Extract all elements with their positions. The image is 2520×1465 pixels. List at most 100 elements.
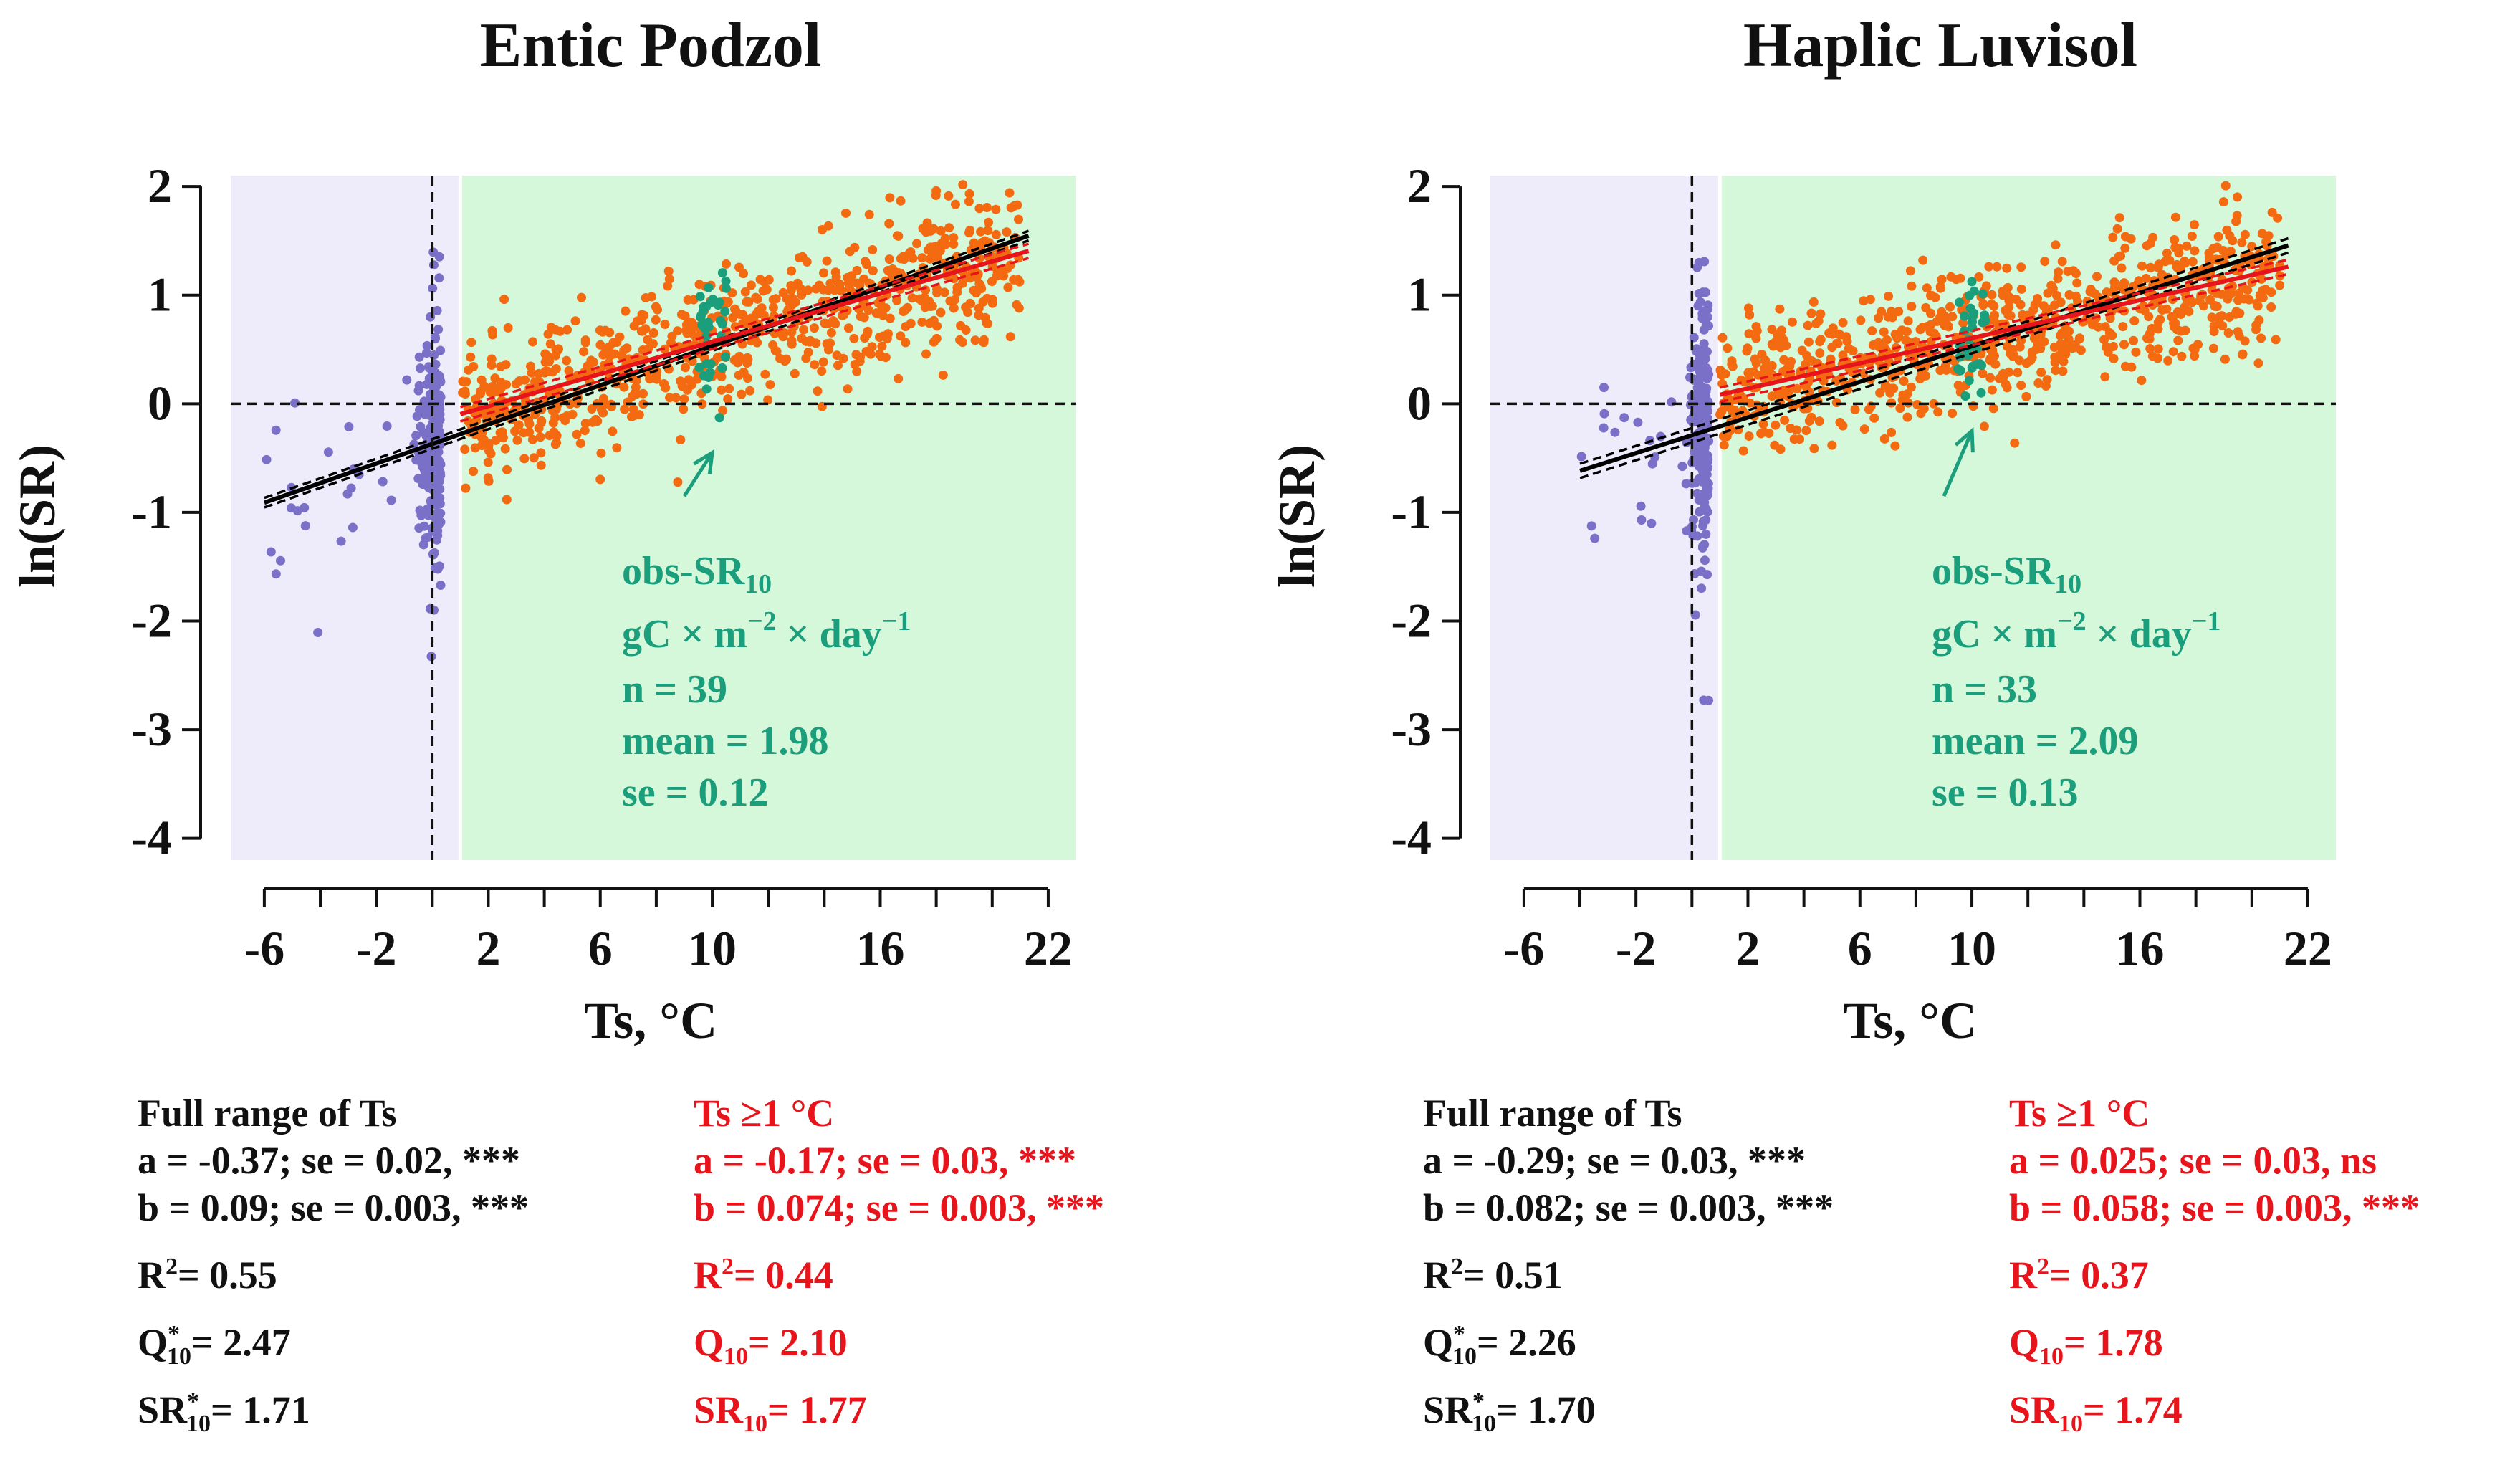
data-point-warm <box>965 298 975 308</box>
data-point-warm <box>546 323 556 333</box>
data-point-cold <box>1692 383 1702 393</box>
data-point-warm <box>2050 358 2060 367</box>
data-point-cold <box>1702 487 1712 497</box>
data-point-warm <box>838 353 848 363</box>
data-point-cold <box>346 483 356 493</box>
data-point-warm <box>795 253 805 263</box>
data-point-warm <box>1803 337 1814 347</box>
data-point-warm <box>742 297 752 307</box>
data-point-warm <box>2002 263 2012 273</box>
data-point-obs <box>695 292 705 302</box>
data-point-warm <box>818 225 827 234</box>
fit-band-ts1-lower <box>1720 272 2289 404</box>
stats-ts1: Ts ≥1 °C a = 0.025; se = 0.03, ns b = 0.… <box>2009 1089 2420 1436</box>
data-point-warm <box>1808 297 1819 307</box>
data-point-warm <box>940 239 950 249</box>
data-point-warm <box>936 307 946 318</box>
data-point-cold <box>1697 583 1707 593</box>
data-point-warm <box>2100 322 2110 332</box>
data-point-warm <box>722 298 732 308</box>
data-point-warm <box>2107 330 2117 340</box>
data-point-warm <box>2198 301 2208 311</box>
data-point-warm <box>929 224 939 234</box>
data-point-warm <box>2039 337 2049 347</box>
data-point-warm <box>2119 340 2129 350</box>
data-point-warm <box>1899 376 1909 386</box>
chart-title: Haplic Luvisol <box>1743 11 2137 80</box>
data-point-warm <box>461 483 471 493</box>
data-point-warm <box>1806 356 1816 366</box>
data-point-obs <box>1960 311 1969 321</box>
data-point-warm <box>1780 415 1790 425</box>
data-point-warm <box>892 295 902 305</box>
data-point-warm <box>2137 376 2147 386</box>
data-point-cold <box>1586 521 1596 531</box>
x-tick-label: 16 <box>856 921 904 975</box>
data-point-warm <box>1941 365 1951 375</box>
data-point-warm <box>2131 347 2141 357</box>
data-point-obs <box>704 282 714 292</box>
data-point-warm <box>2238 350 2248 360</box>
data-point-obs <box>1955 297 1964 307</box>
data-point-warm <box>856 312 866 322</box>
data-point-warm <box>1773 389 1783 399</box>
annotation-arrow <box>682 452 714 497</box>
data-point-cold <box>348 522 358 533</box>
data-point-warm <box>519 454 530 464</box>
y-tick-labels: -4 -3 -2 -1 0 1 2 <box>1391 158 1432 865</box>
data-point-warm <box>1816 309 1826 319</box>
data-point-warm <box>2165 255 2175 265</box>
data-point-cold <box>1599 383 1609 393</box>
data-point-cold <box>1701 470 1711 480</box>
data-point-warm <box>1905 266 1915 276</box>
data-point-warm <box>1815 337 1825 347</box>
data-point-warm <box>588 357 598 367</box>
data-point-cold <box>336 536 346 546</box>
data-point-cold <box>414 352 424 362</box>
data-point-warm <box>2015 342 2025 352</box>
data-point-cold <box>413 386 423 396</box>
data-point-cold <box>1667 397 1677 407</box>
data-point-warm <box>894 231 904 241</box>
data-point-warm <box>476 386 486 396</box>
data-point-warm <box>1865 295 1875 305</box>
data-point-cold <box>402 375 412 385</box>
data-point-warm <box>682 385 692 395</box>
data-point-warm <box>524 427 534 437</box>
data-point-warm <box>907 293 917 303</box>
data-point-warm <box>2218 197 2228 207</box>
data-point-warm <box>595 325 605 335</box>
data-point-warm <box>621 306 631 316</box>
data-point-warm <box>1005 332 1015 342</box>
data-point-obs <box>694 363 704 373</box>
data-point-warm <box>2057 344 2067 354</box>
stats-b-line: b = 0.09; se = 0.003, *** <box>138 1186 530 1229</box>
data-point-warm <box>730 322 740 332</box>
data-point-cold <box>421 348 431 358</box>
data-point-warm <box>2146 263 2155 273</box>
data-point-warm <box>684 375 694 385</box>
data-point-warm <box>742 358 752 368</box>
data-point-warm <box>2204 248 2214 258</box>
data-point-warm <box>2145 344 2155 353</box>
data-point-warm <box>1751 333 1761 343</box>
data-point-warm <box>2169 318 2178 328</box>
data-point-warm <box>820 318 830 328</box>
y-tick-label: 0 <box>1407 376 1432 430</box>
data-point-warm <box>2220 354 2230 364</box>
data-point-cold <box>435 472 445 482</box>
data-point-warm <box>476 375 487 385</box>
data-point-warm <box>886 268 896 278</box>
data-point-warm <box>551 345 561 355</box>
data-point-warm <box>768 295 778 305</box>
data-point-warm <box>1945 302 1955 312</box>
annotation-arrowhead <box>1954 426 1975 453</box>
data-point-warm <box>1003 282 1013 292</box>
data-point-cold <box>313 628 323 637</box>
data-point-warm <box>2213 232 2223 242</box>
data-point-warm <box>1814 316 1824 326</box>
data-point-warm <box>681 363 690 373</box>
data-point-warm <box>1922 283 1932 293</box>
data-point-warm <box>2114 213 2124 223</box>
data-point-warm <box>745 386 755 396</box>
